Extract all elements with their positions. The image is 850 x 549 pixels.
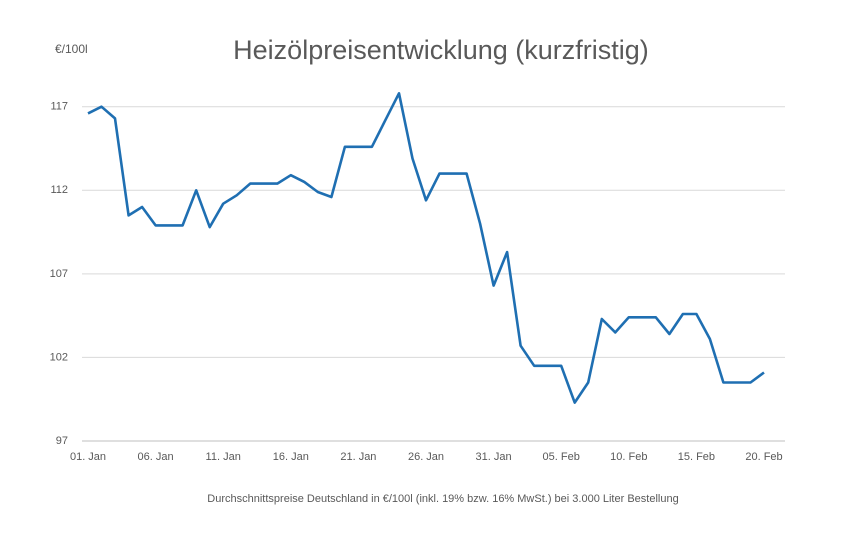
x-tick-label: 01. Jan [70, 451, 106, 463]
chart-title: Heizölpreisentwicklung (kurzfristig) [233, 35, 649, 65]
x-tick-label: 11. Jan [206, 451, 241, 463]
x-tick-label: 15. Feb [678, 451, 715, 463]
x-tick-label: 16. Jan [273, 451, 309, 463]
y-tick-label: 117 [50, 101, 68, 113]
y-tick-label: 102 [50, 351, 68, 363]
x-tick-label: 05. Feb [543, 451, 580, 463]
x-tick-label: 31. Jan [476, 451, 512, 463]
footnote: Durchschnittspreise Deutschland in €/100… [207, 493, 678, 505]
x-tick-label: 20. Feb [745, 451, 782, 463]
x-tick-label: 10. Feb [610, 451, 647, 463]
x-tick-label: 06. Jan [138, 451, 174, 463]
data-line [87, 92, 765, 404]
x-tick-label: 26. Jan [408, 451, 444, 463]
y-axis-label: €/100l [55, 42, 88, 56]
y-tick-label: 107 [50, 268, 68, 280]
y-tick-label: 97 [56, 435, 68, 447]
y-tick-label: 112 [50, 184, 68, 196]
x-tick-label: 21. Jan [340, 451, 376, 463]
